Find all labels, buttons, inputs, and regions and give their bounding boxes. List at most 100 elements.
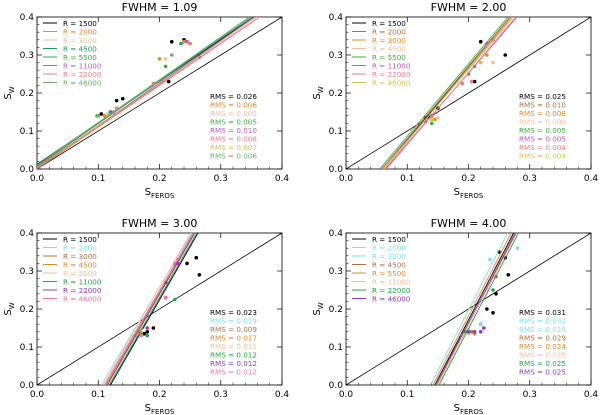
- data-point: [429, 117, 434, 122]
- rms-label: RMS = 0.023: [210, 308, 257, 317]
- legend-label: R = 11000: [372, 62, 411, 71]
- rms-label: RMS = 0.019: [210, 317, 257, 326]
- y-axis-label-main: S: [3, 93, 14, 99]
- data-point: [185, 39, 189, 44]
- plot-area: [346, 233, 591, 385]
- data-point: [96, 114, 101, 118]
- y-tick-label: 0.4: [329, 229, 344, 239]
- x-axis-label-main: S: [145, 187, 151, 198]
- y-tick-label: 0.1: [20, 343, 34, 353]
- legend-label: R = 11000: [63, 62, 102, 71]
- legend-label: R = 5500: [63, 53, 97, 62]
- fit-line: [381, 17, 511, 169]
- legend-label: R = 22000: [63, 70, 102, 79]
- rms-label: RMS = 0.025: [519, 359, 566, 368]
- rms-label: RMS = 0.019: [519, 325, 566, 334]
- fit-line: [430, 233, 509, 385]
- data-point: [151, 326, 156, 330]
- legend-label: R = 22000: [372, 70, 411, 79]
- data-point: [506, 273, 511, 277]
- data-point: [145, 330, 150, 334]
- x-tick-label: 0.0: [30, 390, 45, 400]
- x-axis-label-main: S: [454, 403, 460, 414]
- legend-label: R = 3000: [372, 252, 406, 261]
- legend-label: R = 46000: [372, 79, 411, 88]
- rms-label: RMS = 0.008: [519, 109, 566, 118]
- series-5: [102, 233, 192, 385]
- fit-line: [386, 17, 517, 169]
- x-axis-label: SFEROS: [145, 403, 175, 415]
- rms-label: RMS = 0.025: [519, 351, 566, 360]
- y-tick-label: 0.1: [329, 127, 343, 137]
- y-tick-label: 0.2: [329, 305, 343, 315]
- fit-line: [102, 233, 192, 385]
- x-tick-label: 0.0: [339, 390, 354, 400]
- data-point: [478, 60, 483, 65]
- data-point: [482, 326, 486, 330]
- legend-label: R = 46000: [63, 79, 102, 88]
- data-point: [485, 307, 489, 311]
- series-8: [37, 17, 251, 166]
- x-tick-label: 0.0: [30, 174, 45, 184]
- series-4: [432, 233, 512, 385]
- rms-label: RMS = 0.012: [210, 351, 257, 360]
- data-point: [102, 114, 107, 118]
- data-point: [163, 57, 168, 61]
- fit-line: [107, 233, 196, 385]
- x-axis-label-text: SFEROS: [454, 187, 484, 200]
- x-axis-label-text: SFEROS: [145, 187, 175, 200]
- data-point: [485, 53, 489, 57]
- data-point: [179, 41, 183, 46]
- legend-label: R = 1500: [372, 235, 406, 244]
- legend-label: R = 1500: [63, 19, 97, 28]
- series-7: [106, 233, 195, 385]
- series-8: [383, 17, 512, 169]
- data-point: [491, 60, 495, 65]
- y-axis-label: SW: [3, 86, 16, 99]
- data-point: [114, 98, 119, 103]
- legend-label: R = 4500: [372, 45, 406, 54]
- fit-line: [106, 233, 195, 385]
- legend-label: R = 2000: [63, 28, 97, 37]
- y-axis-label-text: SW: [3, 86, 16, 99]
- x-tick-label: 0.0: [339, 174, 354, 184]
- one-to-one-line: [37, 17, 282, 169]
- legend-label: R = 3000: [63, 252, 97, 261]
- y-axis-label-main: S: [3, 309, 14, 315]
- rms-label: RMS = 0.005: [519, 135, 566, 144]
- data-point: [478, 39, 483, 44]
- data-point: [466, 330, 471, 334]
- fit-line: [37, 17, 251, 166]
- legend-label: R = 22000: [63, 286, 102, 295]
- data-point: [433, 117, 437, 122]
- y-tick-label: 0.4: [20, 229, 35, 239]
- data-point: [503, 53, 508, 57]
- y-tick-label: 0.1: [20, 127, 34, 137]
- rms-label: RMS = 0.004: [519, 143, 566, 152]
- x-tick-label: 0.4: [584, 174, 599, 184]
- legend-label: R = 22000: [372, 286, 411, 295]
- x-tick-label: 0.4: [275, 390, 290, 400]
- y-axis-label-sub: W: [8, 302, 16, 309]
- data-point: [478, 322, 483, 327]
- legend-label: R = 11000: [372, 278, 411, 287]
- x-axis-label: SFEROS: [454, 187, 484, 200]
- y-tick-label: 0.0: [20, 165, 35, 175]
- x-tick-label: 0.2: [152, 174, 166, 184]
- x-tick-label: 0.1: [400, 390, 414, 400]
- panel-3: FWHM = 3.00 0.0 0.1 0.2 0.3 0.4 0.0 0.1 0.2 0.3 0.…: [3, 217, 289, 415]
- legend-label: R = 4500: [372, 261, 406, 270]
- y-axis-label-main: S: [312, 309, 323, 315]
- x-axis-label-text: SFEROS: [145, 403, 175, 415]
- series-6: [108, 233, 198, 385]
- plot-area: [37, 233, 282, 385]
- data-point: [472, 330, 477, 334]
- legend-label: R = 5500: [372, 53, 406, 62]
- rms-label: RMS = 0.029: [519, 334, 566, 343]
- data-point: [176, 261, 180, 266]
- panel-2: FWHM = 2.00 0.0 0.1 0.2 0.3 0.4 0.0 0.1 0.2 0.3 0.…: [312, 1, 598, 200]
